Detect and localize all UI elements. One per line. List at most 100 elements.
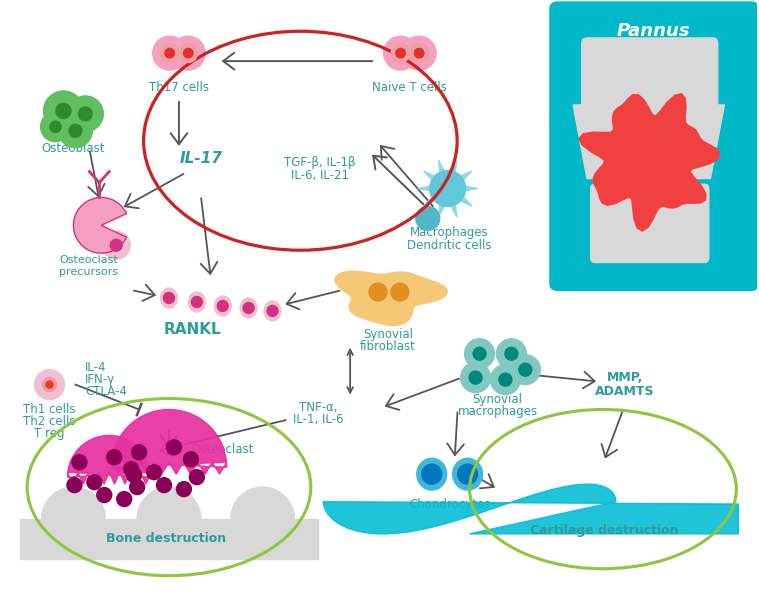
Circle shape [217,300,228,312]
Text: Dendritic cells: Dendritic cells [408,239,492,252]
Circle shape [499,373,512,386]
Circle shape [127,467,142,482]
Circle shape [69,124,82,137]
Polygon shape [454,192,472,206]
Polygon shape [439,160,448,180]
Ellipse shape [160,288,178,308]
Circle shape [124,461,139,476]
Text: precursors: precursors [59,267,118,277]
Circle shape [179,44,197,63]
Circle shape [395,48,405,58]
Polygon shape [424,192,442,206]
Text: ADAMTS: ADAMTS [595,385,654,398]
Circle shape [137,487,201,551]
Text: Synovial: Synovial [363,328,413,341]
Circle shape [184,48,193,58]
Polygon shape [112,410,227,474]
Polygon shape [335,271,448,325]
Circle shape [422,464,442,484]
Circle shape [110,239,122,251]
Text: TGF-β, IL-1β: TGF-β, IL-1β [285,156,356,169]
Polygon shape [68,435,151,484]
Circle shape [231,487,294,551]
Circle shape [267,306,278,316]
Polygon shape [447,197,457,217]
Circle shape [160,44,179,63]
Text: Naive T cells: Naive T cells [373,81,447,94]
Circle shape [461,363,490,393]
Circle shape [505,347,518,360]
Circle shape [43,378,56,392]
Circle shape [172,36,205,70]
Text: Synovial: Synovial [472,393,522,406]
Polygon shape [573,105,724,179]
Circle shape [72,455,87,470]
Circle shape [473,347,486,360]
Circle shape [46,381,53,388]
Circle shape [156,478,172,493]
Text: Th17 cells: Th17 cells [149,81,209,94]
Circle shape [50,121,61,133]
Wedge shape [74,198,127,253]
Polygon shape [424,171,442,186]
Circle shape [42,487,106,551]
Circle shape [184,452,198,467]
Circle shape [469,371,482,384]
Text: T reg: T reg [34,427,65,440]
Circle shape [510,355,540,384]
Polygon shape [458,185,477,192]
Circle shape [163,293,175,303]
Circle shape [35,370,65,399]
Text: Th1 cells: Th1 cells [24,403,76,416]
Circle shape [458,464,477,484]
Polygon shape [439,197,448,217]
Polygon shape [454,171,472,186]
Circle shape [176,482,191,497]
Text: TNF-α,: TNF-α, [299,401,338,414]
Text: Cartilage destruction: Cartilage destruction [530,524,679,537]
Text: IL-1, IL-6: IL-1, IL-6 [293,413,344,426]
Text: fibroblast: fibroblast [360,340,416,353]
Text: IFN-γ: IFN-γ [85,373,115,386]
Text: Pannus: Pannus [617,22,691,40]
Circle shape [410,44,429,63]
Circle shape [414,48,424,58]
Circle shape [87,475,102,490]
Circle shape [146,464,162,479]
Circle shape [107,450,121,464]
Circle shape [97,488,112,503]
Text: IL-4: IL-4 [85,361,107,374]
Circle shape [102,231,130,259]
Circle shape [383,36,417,70]
Circle shape [153,36,187,70]
Circle shape [130,479,145,494]
Text: Chondrocytes: Chondrocytes [409,497,490,510]
Ellipse shape [240,298,257,318]
Circle shape [191,297,203,307]
Text: Osteoclast: Osteoclast [59,255,118,265]
Polygon shape [20,519,318,559]
Polygon shape [417,185,438,192]
Circle shape [490,365,521,395]
Polygon shape [323,484,739,534]
Circle shape [43,91,83,131]
Circle shape [131,445,146,460]
Circle shape [416,207,439,230]
Circle shape [190,470,204,485]
Circle shape [465,339,494,369]
Text: Osteoblast: Osteoblast [42,142,106,155]
Circle shape [117,491,131,506]
FancyBboxPatch shape [590,183,710,263]
Circle shape [58,114,93,147]
Text: macrophages: macrophages [458,405,537,418]
Text: Macrophages: Macrophages [411,226,489,239]
Ellipse shape [188,292,206,312]
Circle shape [391,44,410,63]
Circle shape [68,96,103,132]
Circle shape [519,363,532,376]
FancyBboxPatch shape [550,1,759,291]
Ellipse shape [214,296,231,316]
Circle shape [56,103,71,118]
Circle shape [496,339,526,369]
Text: IL-6, IL-21: IL-6, IL-21 [291,169,349,182]
